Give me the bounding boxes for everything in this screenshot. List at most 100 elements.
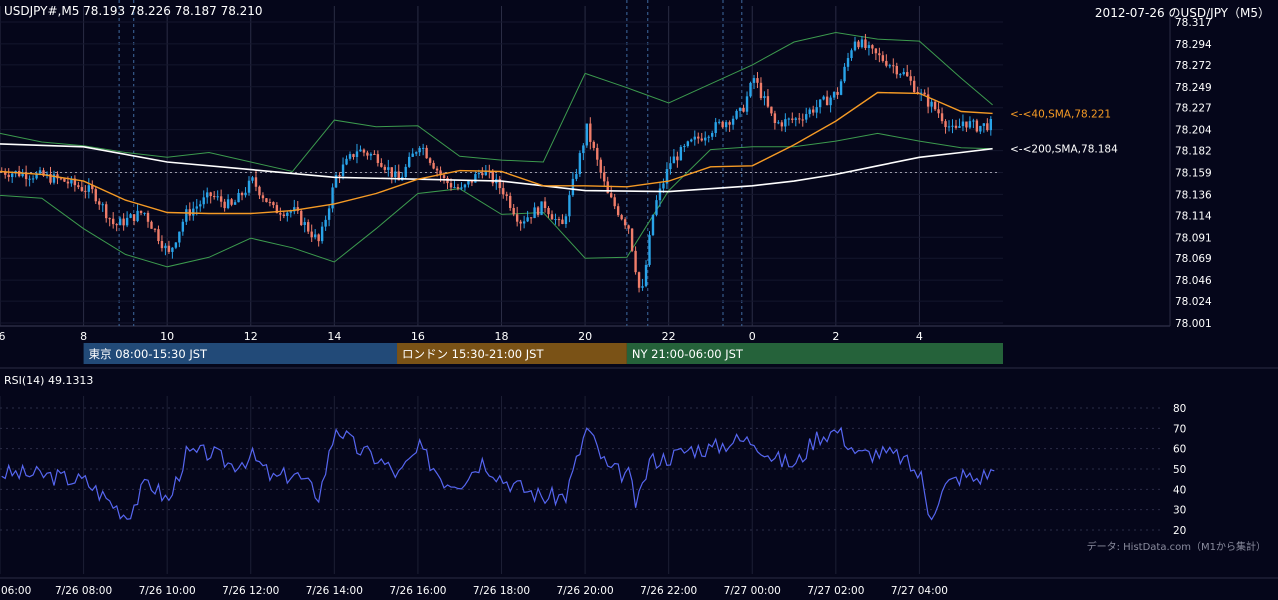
candle-body (157, 229, 160, 242)
candle-body (585, 123, 589, 146)
candle-body (825, 96, 829, 106)
candle-body (216, 196, 219, 198)
candle-body (843, 66, 846, 82)
candle-body (209, 192, 212, 197)
candle-body (644, 264, 648, 287)
candle-body (794, 118, 797, 120)
candle-body (937, 109, 940, 114)
sma40-line (0, 91, 993, 215)
candle-body (536, 207, 540, 215)
candle-body (986, 123, 989, 131)
candle-body (373, 153, 376, 155)
candle-body (669, 163, 672, 170)
candle-body (324, 219, 327, 227)
candle-body (282, 214, 286, 216)
time-axis-label: 7/26 08:00 (55, 585, 112, 597)
candle-body (502, 188, 505, 195)
candle-body (529, 217, 533, 219)
candle-body (895, 65, 898, 75)
candle-body (432, 162, 435, 169)
chart-title: 2012-07-26 のUSD/JPY（M5） (1094, 6, 1270, 20)
candle-body (10, 173, 14, 177)
candle-body (449, 183, 453, 188)
candle-body (24, 172, 28, 180)
candle-body (742, 107, 745, 112)
symbol-ohlc-label: USDJPY#,M5 78.193 78.226 78.187 78.210 (4, 4, 263, 18)
price-tick-label: 78.204 (1175, 125, 1212, 137)
candle-body (369, 153, 373, 156)
candle-body (923, 92, 926, 95)
candle-body (150, 221, 153, 229)
candle-body (272, 202, 275, 206)
candle-body (352, 154, 355, 158)
candle-body (857, 41, 860, 48)
sma200-label: <-<200,SMA,78.184 (1010, 144, 1118, 156)
candle-body (174, 242, 178, 248)
candle-body (867, 45, 871, 48)
candle-body (965, 121, 968, 128)
candle-body (411, 153, 414, 157)
candle-body (167, 245, 171, 252)
candle-body (206, 192, 209, 198)
candle-body (655, 200, 658, 215)
candle-body (926, 94, 930, 107)
candle-body (470, 180, 474, 183)
candle-body (359, 149, 362, 152)
candle-body (481, 173, 484, 176)
candle-body (589, 123, 592, 142)
candle-body (697, 136, 700, 139)
candle-body (178, 231, 181, 243)
session-band (397, 343, 627, 364)
candle-body (693, 136, 696, 140)
candle-body (199, 204, 202, 207)
candle-body (648, 235, 651, 265)
candle-body (42, 170, 45, 176)
rsi-tick-label: 70 (1173, 423, 1186, 435)
time-axis-label: 7/27 00:00 (724, 585, 781, 597)
candle-body (94, 189, 97, 202)
candle-body (592, 141, 595, 148)
candle-body (568, 195, 571, 217)
candle-body (515, 214, 519, 222)
candle-body (132, 214, 136, 222)
candle-body (244, 192, 247, 196)
candle-body (749, 82, 752, 97)
candle-body (390, 167, 393, 177)
time-axis-label: 7/26 20:00 (556, 585, 613, 597)
candle-body (616, 206, 620, 216)
candle-body (125, 217, 129, 226)
candle-body (296, 207, 299, 211)
candle-body (108, 218, 111, 220)
candle-body (909, 76, 912, 81)
rsi-tick-label: 80 (1173, 403, 1186, 415)
candle-body (710, 133, 714, 137)
candle-body (735, 110, 738, 119)
candle-body (672, 156, 676, 164)
hour-tick-label: 16 (411, 330, 425, 343)
candle-body (38, 170, 42, 174)
time-axis-label: 7/27 02:00 (807, 585, 864, 597)
hour-tick-label: 4 (916, 330, 923, 343)
candle-body (35, 173, 38, 179)
time-axis-label: 7/26 16:00 (389, 585, 446, 597)
candle-body (477, 173, 481, 175)
rsi-title: RSI(14) 49.1313 (4, 374, 93, 387)
bollinger-lower-line (0, 132, 993, 268)
candle-body (247, 180, 251, 193)
candle-body (160, 241, 164, 249)
candle-body (543, 201, 547, 209)
candle-body (888, 65, 892, 67)
candle-body (240, 192, 244, 196)
candle-body (784, 119, 787, 127)
candle-body (28, 178, 31, 180)
candle-body (265, 198, 268, 203)
candle-body (798, 118, 801, 120)
candle-body (958, 126, 961, 128)
candle-body (195, 206, 198, 209)
candle-body (143, 212, 146, 214)
candle-body (233, 202, 237, 205)
candle-body (933, 101, 937, 110)
time-axis-label: 06:00 (1, 585, 31, 597)
candle-body (707, 136, 710, 138)
candle-body (408, 156, 411, 167)
